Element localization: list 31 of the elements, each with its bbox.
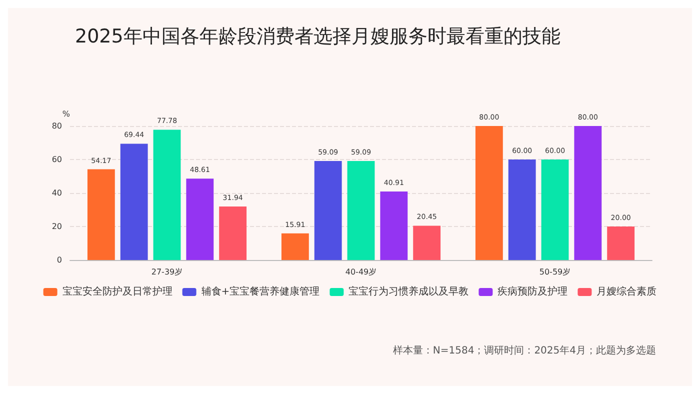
bar: [153, 130, 181, 260]
bar: [475, 126, 503, 260]
y-tick-label: 0: [56, 256, 62, 264]
bar: [541, 160, 569, 260]
chart-title: 2025年中国各年龄段消费者选择月嫂服务时最看重的技能: [75, 26, 560, 48]
x-tick-label: 27-39岁: [151, 268, 183, 276]
legend-label: 月嫂综合素质: [596, 286, 657, 298]
bar: [281, 233, 309, 260]
bar: [508, 160, 536, 260]
bar: [186, 178, 214, 260]
x-tick-label: 40-49岁: [345, 268, 377, 276]
legend-label: 宝宝安全防护及日常护理: [62, 286, 172, 298]
x-tick-label: 50-59岁: [539, 268, 571, 276]
legend-label: 辅食+宝宝餐营养健康管理: [201, 286, 320, 298]
legend-label: 宝宝行为习惯养成以及早教: [348, 286, 469, 298]
bar: [347, 161, 375, 260]
y-tick-label: 80: [52, 122, 62, 130]
legend-label: 疾病预防及护理: [498, 286, 568, 298]
bar: [314, 161, 342, 260]
text: 样本量：N=1584；调研时间：2025年4月；此题为多选题: [392, 344, 656, 356]
bar: [380, 191, 408, 260]
bar: [607, 226, 635, 260]
bar: [219, 206, 247, 260]
bar: [413, 226, 441, 260]
bar: [87, 169, 115, 260]
bar: [574, 126, 602, 260]
bar: [120, 144, 148, 260]
y-tick-label: 40: [52, 188, 62, 198]
y-tick-label: 20: [52, 222, 62, 231]
y-tick-label: 60: [52, 155, 62, 164]
y-axis-title: %: [62, 110, 70, 118]
